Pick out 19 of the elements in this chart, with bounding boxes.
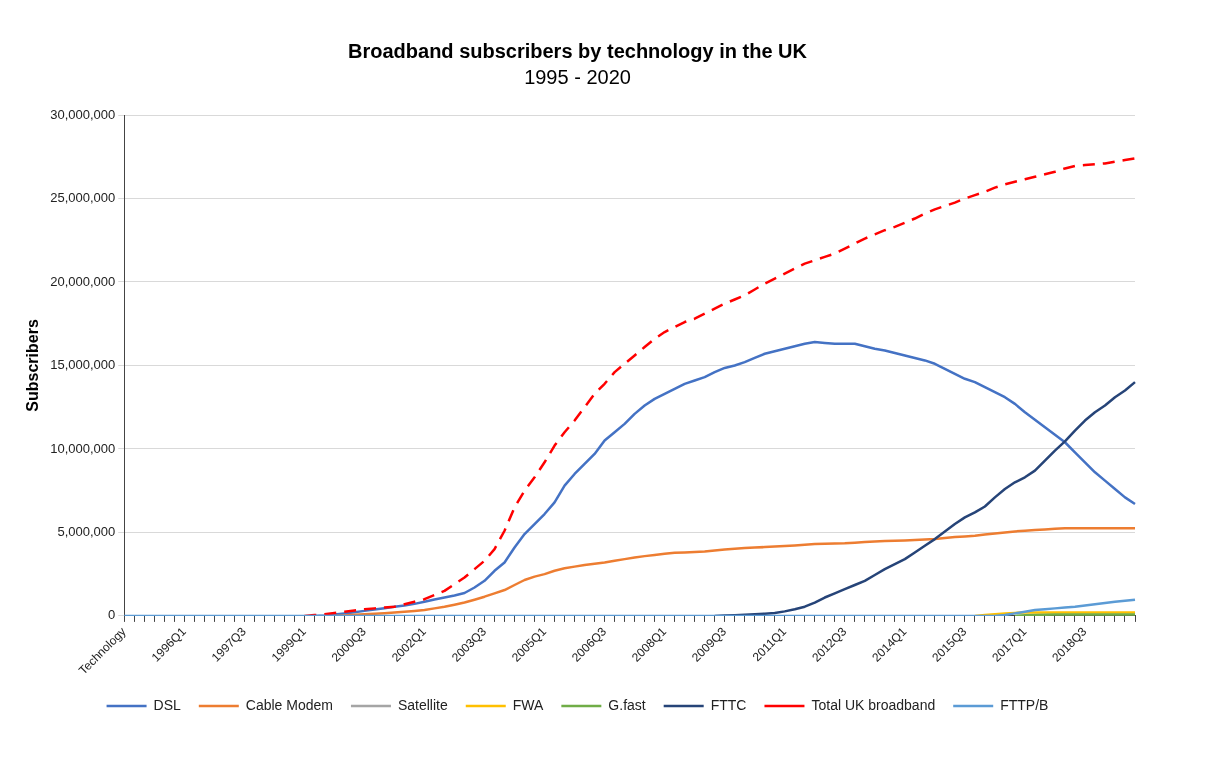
legend-label: Total UK broadband: [811, 696, 936, 713]
chart-subtitle: 1995 - 2020: [524, 65, 631, 88]
y-tick-label: 25,000,000: [50, 190, 116, 206]
chart-title: Broadband subscribers by technology in the UK: [348, 39, 808, 62]
legend-label: Cable Modem: [245, 696, 333, 713]
legend-label: FWA: [512, 696, 545, 713]
legend-label: FTTC: [710, 696, 747, 713]
line-series: [303, 157, 1137, 616]
y-tick-label: 20,000,000: [50, 273, 116, 289]
legend-label: DSL: [153, 696, 182, 713]
y-tick-label: 0: [108, 607, 116, 623]
y-tick-label: 10,000,000: [50, 440, 116, 456]
y-axis-title: Subscribers: [24, 319, 42, 412]
y-tick-label: 15,000,000: [50, 357, 116, 373]
legend-label: FTTP/B: [1000, 696, 1049, 713]
y-tick-label: 30,000,000: [50, 106, 116, 122]
legend-label: Satellite: [397, 696, 448, 713]
y-tick-label: 5,000,000: [57, 523, 116, 539]
legend-label: G.fast: [608, 696, 646, 713]
